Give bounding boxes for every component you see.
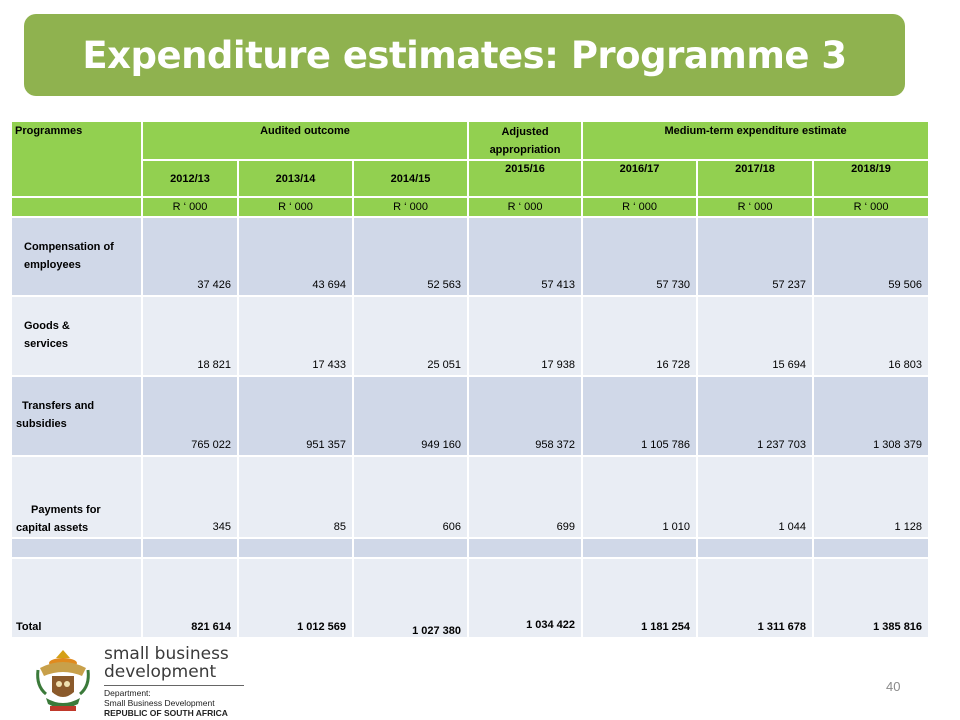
row-label: Compensation of employees <box>10 216 143 297</box>
unit-label: R ‘ 000 <box>696 196 815 218</box>
department-label: Department: <box>104 688 151 698</box>
brand-line-1: small business <box>104 644 229 664</box>
unit-label: R ‘ 000 <box>467 196 584 218</box>
total-cell: 1 034 422 <box>467 557 584 639</box>
table-cell: 699 <box>467 455 584 539</box>
table-cell: 1 105 786 <box>581 375 699 457</box>
table-row: Transfers and subsidies 765 022 951 357 … <box>10 375 931 457</box>
header-adjusted-appropriation: Adjusted appropriation <box>467 120 584 161</box>
department-logo: small business development Department: S… <box>32 644 247 718</box>
table-cell: 765 022 <box>141 375 239 457</box>
row-label: Payments for capital assets <box>10 455 143 539</box>
table-cell: 57 730 <box>581 216 699 297</box>
table-row: Goods & services 18 821 17 433 25 051 17… <box>10 295 931 377</box>
table-row-spacer <box>10 537 931 559</box>
unit-label: R ‘ 000 <box>141 196 239 218</box>
row-label: Goods & services <box>10 295 143 377</box>
slide-title: Expenditure estimates: Programme 3 <box>82 33 847 77</box>
table-cell: 15 694 <box>696 295 815 377</box>
unit-blank <box>10 196 143 218</box>
total-cell: 1 181 254 <box>581 557 699 639</box>
table-cell: 43 694 <box>237 216 354 297</box>
year-header: 2018/19 <box>812 159 931 198</box>
table-cell: 1 308 379 <box>812 375 931 457</box>
year-header: 2013/14 <box>237 159 354 198</box>
header-mtef: Medium-term expenditure estimate <box>581 120 931 161</box>
total-cell: 1 385 816 <box>812 557 931 639</box>
year-header: 2012/13 <box>141 159 239 198</box>
table-row-total: Total 821 614 1 012 569 1 027 380 1 034 … <box>10 557 931 639</box>
title-banner: Expenditure estimates: Programme 3 <box>24 14 905 96</box>
table-cell: 949 160 <box>351 375 470 457</box>
table-cell: 606 <box>351 455 470 539</box>
year-header: 2017/18 <box>696 159 815 198</box>
table-cell: 25 051 <box>351 295 470 377</box>
table-cell: 958 372 <box>467 375 584 457</box>
department-name: Small Business Development <box>104 698 215 708</box>
table-cell: 59 506 <box>812 216 931 297</box>
country-name: REPUBLIC OF SOUTH AFRICA <box>104 708 228 718</box>
table-cell: 16 728 <box>581 295 699 377</box>
page-number: 40 <box>886 679 901 694</box>
year-header: 2015/16 <box>467 159 584 198</box>
table-cell: 57 237 <box>696 216 815 297</box>
total-cell: 1 027 380 <box>351 557 470 639</box>
table-cell: 37 426 <box>141 216 239 297</box>
table-cell: 951 357 <box>237 375 354 457</box>
table-cell: 52 563 <box>351 216 470 297</box>
row-label: Transfers and subsidies <box>10 375 143 457</box>
total-label: Total <box>10 557 143 639</box>
table-cell: 1 237 703 <box>696 375 815 457</box>
table-cell: 1 010 <box>581 455 699 539</box>
unit-label: R ‘ 000 <box>812 196 931 218</box>
expenditure-table: Programmes Audited outcome Adjusted appr… <box>10 120 931 639</box>
table-cell: 57 413 <box>467 216 584 297</box>
unit-label: R ‘ 000 <box>237 196 354 218</box>
total-cell: 1 311 678 <box>696 557 815 639</box>
table-row: Payments for capital assets 345 85 606 6… <box>10 455 931 539</box>
header-programmes: Programmes <box>10 120 143 198</box>
coat-of-arms-icon <box>36 650 90 711</box>
table-cell: 345 <box>141 455 239 539</box>
table-cell: 85 <box>237 455 354 539</box>
total-cell: 821 614 <box>141 557 239 639</box>
table-cell: 17 938 <box>467 295 584 377</box>
table-row: Compensation of employees 37 426 43 694 … <box>10 216 931 297</box>
table-cell: 18 821 <box>141 295 239 377</box>
unit-label: R ‘ 000 <box>351 196 470 218</box>
table-cell: 1 128 <box>812 455 931 539</box>
year-header: 2014/15 <box>351 159 470 198</box>
year-header: 2016/17 <box>581 159 699 198</box>
brand-line-2: development <box>104 662 217 682</box>
header-audited-outcome: Audited outcome <box>140 120 470 161</box>
table-cell: 17 433 <box>237 295 354 377</box>
table-cell: 16 803 <box>812 295 931 377</box>
table-cell: 1 044 <box>696 455 815 539</box>
unit-label: R ‘ 000 <box>581 196 699 218</box>
total-cell: 1 012 569 <box>237 557 354 639</box>
